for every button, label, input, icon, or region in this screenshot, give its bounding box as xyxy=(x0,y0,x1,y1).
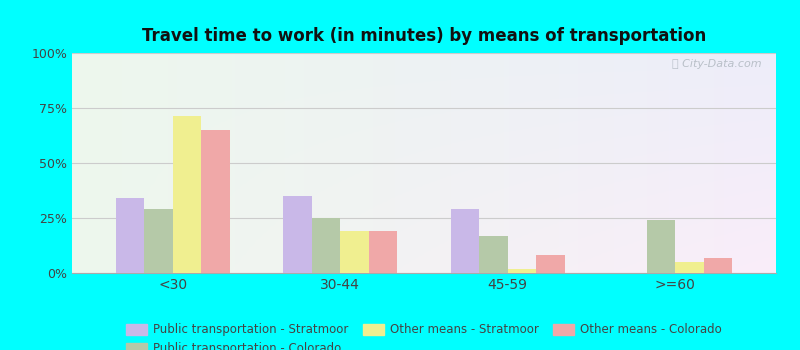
Bar xyxy=(115,198,144,273)
Bar xyxy=(340,231,369,273)
Title: Travel time to work (in minutes) by means of transportation: Travel time to work (in minutes) by mean… xyxy=(142,27,706,46)
Legend: Public transportation - Stratmoor, Public transportation - Colorado, Other means: Public transportation - Stratmoor, Publi… xyxy=(122,318,726,350)
Bar xyxy=(536,256,565,273)
Bar xyxy=(144,209,173,273)
Bar xyxy=(675,262,704,273)
Bar xyxy=(201,130,230,273)
Bar xyxy=(704,258,733,273)
Bar xyxy=(647,220,675,273)
Bar xyxy=(283,196,312,273)
Text: ⓘ City-Data.com: ⓘ City-Data.com xyxy=(672,59,762,69)
Bar xyxy=(369,231,397,273)
Bar xyxy=(479,236,508,273)
Bar xyxy=(508,268,536,273)
Bar xyxy=(451,209,479,273)
Bar xyxy=(173,117,201,273)
Bar xyxy=(312,218,340,273)
